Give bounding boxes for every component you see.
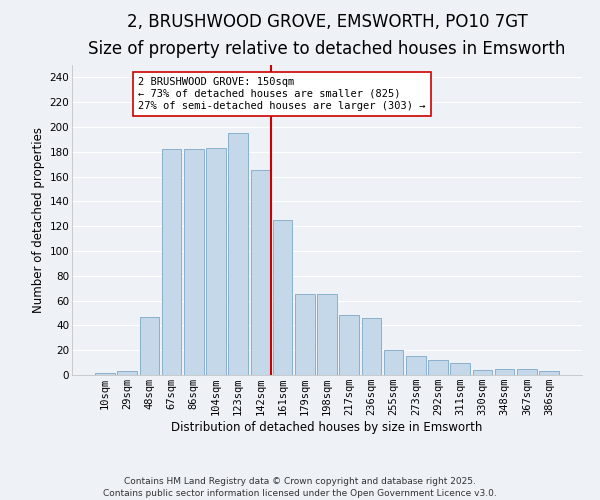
Text: 2 BRUSHWOOD GROVE: 150sqm
← 73% of detached houses are smaller (825)
27% of semi: 2 BRUSHWOOD GROVE: 150sqm ← 73% of detac… [138,78,426,110]
Title: 2, BRUSHWOOD GROVE, EMSWORTH, PO10 7GT
Size of property relative to detached hou: 2, BRUSHWOOD GROVE, EMSWORTH, PO10 7GT S… [88,14,566,58]
Bar [495,369,514,375]
Bar [451,362,470,375]
Bar [140,316,159,375]
Bar [206,148,226,375]
Bar [317,294,337,375]
Bar [406,356,425,375]
Bar [362,318,381,375]
Text: Contains HM Land Registry data © Crown copyright and database right 2025.
Contai: Contains HM Land Registry data © Crown c… [103,476,497,498]
Bar [251,170,270,375]
Bar [184,150,203,375]
X-axis label: Distribution of detached houses by size in Emsworth: Distribution of detached houses by size … [172,421,482,434]
Bar [539,372,559,375]
Bar [428,360,448,375]
Bar [517,369,536,375]
Bar [162,150,181,375]
Bar [340,316,359,375]
Bar [384,350,403,375]
Bar [118,372,137,375]
Bar [473,370,492,375]
Y-axis label: Number of detached properties: Number of detached properties [32,127,46,313]
Bar [229,133,248,375]
Bar [295,294,314,375]
Bar [95,372,115,375]
Bar [273,220,292,375]
